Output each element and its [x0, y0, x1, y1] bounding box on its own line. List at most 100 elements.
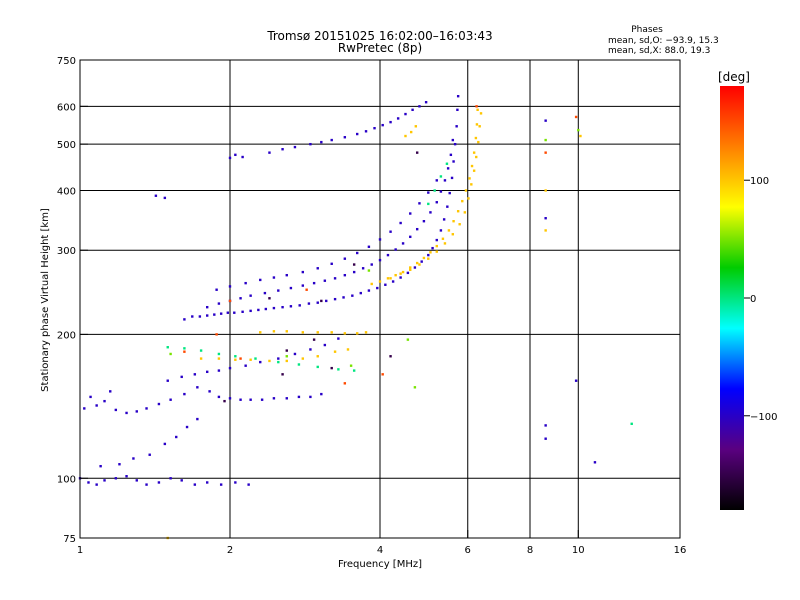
data-point	[355, 132, 359, 136]
data-point	[418, 105, 421, 108]
data-point	[420, 260, 423, 263]
data-point	[427, 191, 430, 194]
data-point	[544, 119, 547, 122]
x-axis-label: Frequency [MHz]	[338, 559, 422, 570]
data-point	[450, 176, 454, 180]
x-tick-label: 4	[377, 545, 383, 556]
data-point	[396, 117, 400, 120]
data-point	[394, 273, 397, 277]
data-point	[281, 373, 284, 376]
colorbar-label: [deg]	[718, 70, 750, 84]
data-point	[95, 483, 98, 486]
data-point	[99, 464, 102, 468]
data-point	[217, 302, 221, 305]
data-point	[474, 136, 478, 140]
data-point	[191, 315, 194, 318]
data-point	[458, 223, 461, 226]
data-point	[157, 481, 161, 484]
phase-box-title: Phases	[631, 25, 663, 35]
chart-title: Tromsø 20151025 16:02:00–16:03:43	[266, 29, 492, 43]
colorbar	[720, 86, 744, 510]
data-point	[301, 270, 305, 274]
data-point	[544, 138, 547, 142]
data-point	[135, 410, 138, 413]
data-point	[386, 277, 390, 280]
data-point	[386, 253, 390, 257]
data-point	[463, 211, 467, 214]
data-point	[406, 271, 410, 275]
data-point	[445, 162, 449, 165]
data-point	[196, 386, 199, 389]
data-point	[343, 273, 347, 277]
data-point	[349, 364, 353, 367]
data-point	[470, 164, 474, 168]
data-point	[433, 189, 436, 192]
y-tick-label: 400	[57, 186, 76, 197]
data-point	[213, 313, 216, 316]
data-point	[309, 348, 312, 351]
data-point	[409, 268, 412, 271]
data-point	[394, 248, 397, 251]
data-point	[384, 283, 387, 286]
data-point	[316, 355, 319, 358]
data-point	[268, 359, 271, 363]
data-point	[89, 395, 92, 399]
data-point	[257, 308, 260, 312]
data-point	[472, 151, 476, 154]
data-point	[234, 358, 237, 361]
data-point	[409, 212, 412, 215]
data-point	[268, 297, 271, 300]
data-point	[223, 399, 226, 403]
data-point	[260, 398, 264, 401]
data-point	[427, 257, 430, 260]
data-point	[226, 311, 230, 314]
data-point	[439, 175, 443, 178]
data-point	[577, 128, 580, 132]
data-point	[169, 477, 172, 480]
data-point	[234, 153, 237, 157]
data-point	[285, 355, 288, 358]
data-point	[285, 330, 288, 333]
data-point	[456, 108, 459, 112]
data-point	[406, 338, 410, 341]
data-point	[435, 244, 438, 248]
data-point	[330, 331, 333, 334]
data-point	[297, 363, 301, 366]
data-point	[427, 253, 430, 257]
data-point	[418, 263, 421, 266]
data-point	[219, 312, 223, 315]
data-point	[298, 304, 301, 307]
data-point	[415, 261, 419, 265]
data-point	[579, 134, 582, 138]
phase-box-line-x: mean, sd,X: 88.0, 19.3	[608, 46, 710, 56]
data-point	[239, 398, 242, 401]
data-point	[411, 108, 414, 112]
data-point	[249, 398, 252, 401]
data-point	[446, 205, 449, 208]
data-point	[163, 196, 167, 200]
data-point	[183, 392, 186, 396]
data-points	[78, 94, 633, 540]
y-tick-label: 500	[57, 140, 76, 151]
colorbar-tick-label: −100	[750, 412, 777, 423]
data-point	[157, 402, 161, 406]
data-point	[574, 379, 578, 382]
data-point	[285, 359, 288, 363]
data-point	[249, 294, 252, 297]
data-point	[367, 289, 371, 292]
x-tick-label: 1	[77, 545, 83, 556]
colorbar-tick-label: 100	[750, 176, 769, 187]
x-tick-label: 2	[227, 545, 233, 556]
y-tick-label: 200	[57, 330, 76, 341]
data-point	[378, 280, 382, 283]
data-point	[320, 140, 323, 144]
data-point	[180, 375, 183, 379]
data-point	[389, 230, 392, 233]
data-point	[316, 267, 319, 270]
data-point	[630, 422, 633, 426]
data-point	[125, 475, 128, 478]
data-point	[228, 397, 232, 400]
data-point	[95, 404, 98, 407]
data-point	[114, 477, 118, 480]
data-point	[259, 360, 262, 364]
